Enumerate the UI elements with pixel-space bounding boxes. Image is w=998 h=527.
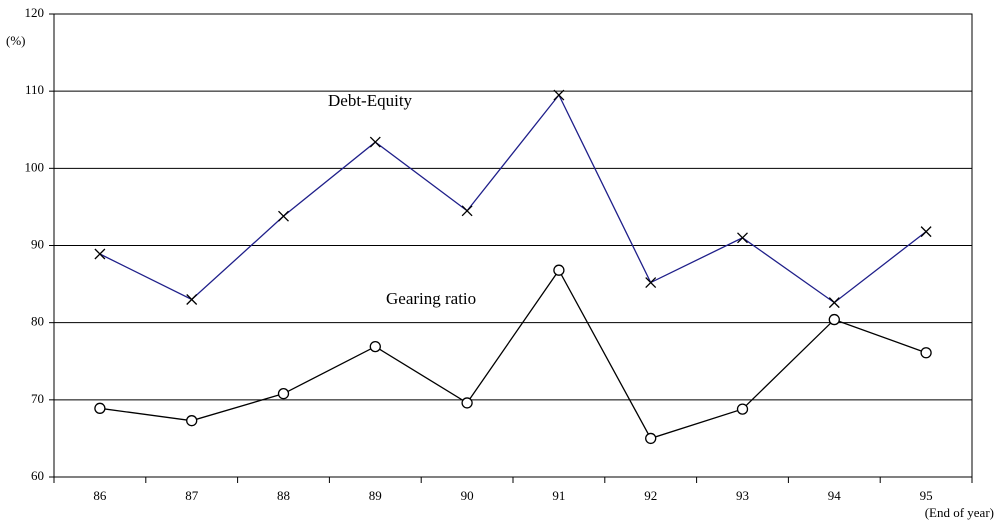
x-tick-label: 88 bbox=[277, 488, 290, 503]
marker bbox=[369, 136, 381, 148]
series-line bbox=[99, 268, 927, 440]
marker bbox=[94, 402, 106, 414]
marker bbox=[277, 388, 290, 400]
x-tick-label: 90 bbox=[461, 488, 474, 503]
marker bbox=[828, 297, 840, 309]
marker bbox=[553, 89, 565, 101]
x-tick-label: 95 bbox=[920, 488, 933, 503]
x-tick-label: 91 bbox=[552, 488, 565, 503]
marker bbox=[461, 205, 473, 217]
x-tick-label: 89 bbox=[369, 488, 382, 503]
marker bbox=[645, 277, 657, 288]
marker bbox=[278, 210, 289, 222]
marker bbox=[737, 232, 748, 244]
marker bbox=[920, 347, 932, 359]
x-tick-label: 94 bbox=[828, 488, 842, 503]
marker bbox=[186, 294, 198, 305]
series-label: Debt-Equity bbox=[328, 91, 413, 110]
marker bbox=[645, 432, 657, 445]
x-tick-label: 86 bbox=[93, 488, 107, 503]
y-tick-label: 70 bbox=[31, 391, 44, 406]
y-tick-label: 90 bbox=[31, 236, 44, 251]
marker bbox=[736, 403, 749, 415]
marker bbox=[920, 226, 932, 238]
marker bbox=[553, 264, 565, 276]
y-tick-label: 110 bbox=[25, 82, 44, 97]
x-axis-label: (End of year) bbox=[925, 505, 994, 520]
x-tick-label: 92 bbox=[644, 488, 657, 503]
y-tick-label: 60 bbox=[31, 468, 44, 483]
marker bbox=[461, 397, 473, 409]
series-line bbox=[99, 93, 927, 304]
y-tick-label: 80 bbox=[31, 314, 44, 329]
x-tick-label: 87 bbox=[185, 488, 199, 503]
y-tick-label: 120 bbox=[25, 5, 45, 20]
marker bbox=[186, 415, 198, 427]
y-axis-label: (%) bbox=[6, 33, 26, 48]
marker bbox=[369, 340, 381, 353]
y-tick-label: 100 bbox=[25, 159, 45, 174]
marker bbox=[828, 313, 840, 326]
x-tick-label: 93 bbox=[736, 488, 749, 503]
marker bbox=[94, 248, 106, 260]
series-label: Gearing ratio bbox=[386, 289, 476, 308]
